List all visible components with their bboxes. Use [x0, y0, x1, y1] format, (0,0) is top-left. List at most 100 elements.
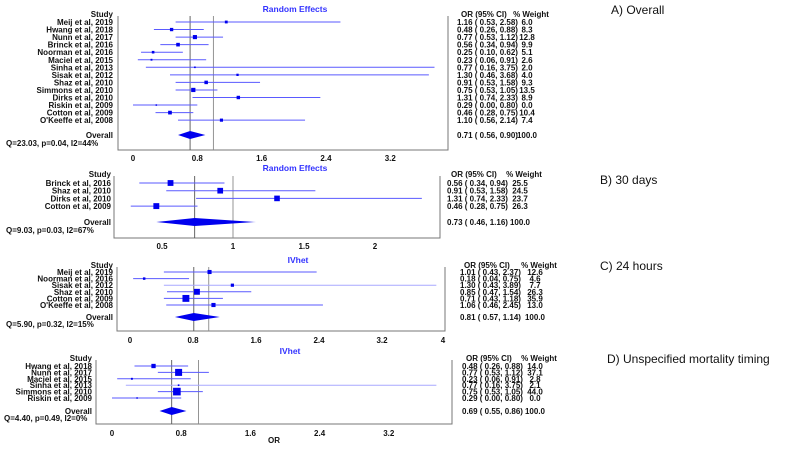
plot-axes — [113, 176, 441, 239]
study-label: Dirks et al, 2010 — [51, 194, 112, 203]
study-label: Hwang et al, 2018 — [25, 362, 92, 371]
heterogeneity-stats: Q=23.03, p=0.04, I2=44% — [6, 139, 98, 148]
panel-label: D) Unspecified mortality timing — [607, 352, 770, 366]
study-weight: 26.3 — [512, 202, 528, 211]
study-estimate-marker — [193, 288, 200, 295]
study-or-ci: 0.23 ( 0.06, 0.91) — [462, 375, 523, 384]
study-weight: 9.9 — [521, 41, 533, 50]
study-label: Hwang et al, 2018 — [46, 26, 113, 35]
plot-axes — [95, 360, 453, 425]
study-estimate-marker — [219, 118, 224, 122]
study-label: Sisak et al, 2012 — [52, 71, 114, 80]
study-or-ci: 0.56 ( 0.34, 0.94) — [447, 179, 508, 188]
x-tick-label: 0 — [110, 429, 115, 438]
study-weight: 5.1 — [521, 48, 533, 57]
study-weight: 14.0 — [527, 362, 543, 371]
x-tick-label: 1 — [231, 242, 236, 251]
study-estimate-marker — [175, 368, 183, 376]
x-tick-label: 0.8 — [176, 429, 188, 438]
study-weight: 44.0 — [527, 388, 543, 397]
study-or-ci: 0.75 ( 0.53, 1.05) — [462, 388, 523, 397]
study-weight: 4.6 — [529, 275, 541, 284]
x-tick-label: 1.6 — [256, 154, 268, 163]
weight-column-header: % Weight — [513, 10, 549, 19]
panel-title: Random Effects — [263, 163, 328, 173]
overall-weight: 100.0 — [525, 407, 546, 416]
study-label: Shaz et al, 2010 — [52, 187, 112, 196]
panel-label: C) 24 hours — [600, 259, 663, 273]
study-label: Nunn et al, 2017 — [31, 368, 92, 377]
study-or-ci: 0.77 ( 0.53, 1.12) — [462, 368, 523, 377]
study-or-ci: 0.25 ( 0.10, 0.62) — [457, 48, 518, 57]
x-tick-label: 4 — [441, 336, 446, 345]
study-label: Sinha et al, 2013 — [51, 63, 114, 72]
study-label: Sinha et al, 2013 — [30, 381, 93, 390]
weight-column-header: % Weight — [506, 170, 542, 179]
x-tick-label: 2.4 — [320, 154, 332, 163]
study-estimate-marker — [176, 42, 180, 47]
study-estimate-marker — [136, 397, 138, 399]
x-tick-label: 1.6 — [245, 429, 257, 438]
study-or-ci: 0.85 ( 0.47, 1.54) — [460, 288, 521, 297]
study-estimate-marker — [191, 87, 196, 93]
weight-column-header: % Weight — [521, 354, 557, 363]
study-or-ci: 0.48 ( 0.26, 0.88) — [462, 362, 523, 371]
study-weight: 25.5 — [512, 179, 528, 188]
study-weight: 12.8 — [519, 33, 535, 42]
overall-label: Overall — [84, 218, 111, 227]
x-tick-label: 1.6 — [250, 336, 262, 345]
study-estimate-marker — [217, 187, 224, 194]
study-weight: 13.0 — [527, 301, 543, 310]
study-estimate-marker — [151, 50, 155, 54]
study-or-ci: 0.48 ( 0.26, 0.88) — [457, 26, 518, 35]
study-label: Nunn et al, 2017 — [52, 33, 113, 42]
study-or-ci: 1.31 ( 0.74, 2.33) — [457, 94, 518, 103]
heterogeneity-stats: Q=9.03, p=0.03, I2=67% — [6, 226, 94, 235]
study-or-ci: 0.77 ( 0.16, 3.75) — [457, 63, 518, 72]
overall-weight: 100.0 — [510, 218, 531, 227]
study-or-ci: 1.06 ( 0.46, 2.45) — [460, 301, 521, 310]
study-estimate-marker — [274, 195, 280, 202]
study-label: Cotton et al, 2009 — [45, 202, 112, 211]
overall-diamond — [174, 313, 220, 321]
study-estimate-marker — [224, 20, 228, 24]
study-estimate-marker — [151, 363, 156, 369]
study-estimate-marker — [168, 110, 172, 115]
study-label: Sisak et al, 2012 — [52, 281, 114, 290]
study-or-ci: 1.01 ( 0.43, 2.37) — [460, 268, 521, 277]
overall-diamond — [159, 407, 187, 415]
study-or-ci: 1.30 ( 0.46, 3.68) — [457, 71, 518, 80]
x-tick-label: 3.2 — [383, 429, 395, 438]
study-estimate-marker — [130, 377, 133, 380]
plot-axes — [116, 267, 446, 332]
study-estimate-marker — [182, 294, 190, 302]
or-column-header: OR (95% CI) — [461, 10, 507, 19]
overall-label: Overall — [86, 131, 113, 140]
study-or-ci: 1.16 ( 0.53, 2.58) — [457, 18, 518, 27]
study-label: Maciel et al, 2015 — [27, 375, 92, 384]
study-or-ci: 0.91 ( 0.53, 1.58) — [447, 187, 508, 196]
study-weight: 2.8 — [529, 375, 541, 384]
study-weight: 23.7 — [512, 194, 528, 203]
study-label: O'Keeffe et al, 2008 — [40, 301, 114, 310]
study-weight: 24.5 — [512, 187, 528, 196]
study-estimate-marker — [155, 104, 158, 106]
x-tick-label: 2.4 — [313, 336, 325, 345]
study-or-ci: 0.56 ( 0.34, 0.94) — [457, 41, 518, 50]
panel-title: IVhet — [280, 346, 301, 356]
study-or-ci: 0.91 ( 0.53, 1.58) — [457, 78, 518, 87]
study-weight: 35.9 — [527, 294, 543, 303]
study-weight: 26.3 — [527, 288, 543, 297]
study-weight: 10.4 — [519, 109, 535, 118]
panel-title: IVhet — [288, 255, 309, 265]
study-or-ci: 1.30 ( 0.43, 3.89) — [460, 281, 521, 290]
x-tick-label: 0.8 — [187, 336, 199, 345]
study-or-ci: 0.18 ( 0.04, 0.75) — [460, 275, 521, 284]
study-weight: 13.5 — [519, 86, 535, 95]
study-column-header: Study — [91, 10, 114, 19]
study-estimate-marker — [207, 269, 212, 275]
study-column-header: Study — [70, 354, 93, 363]
study-or-ci: 1.31 ( 0.74, 2.33) — [447, 194, 508, 203]
overall-or-ci: 0.69 ( 0.55, 0.86) — [462, 407, 523, 416]
